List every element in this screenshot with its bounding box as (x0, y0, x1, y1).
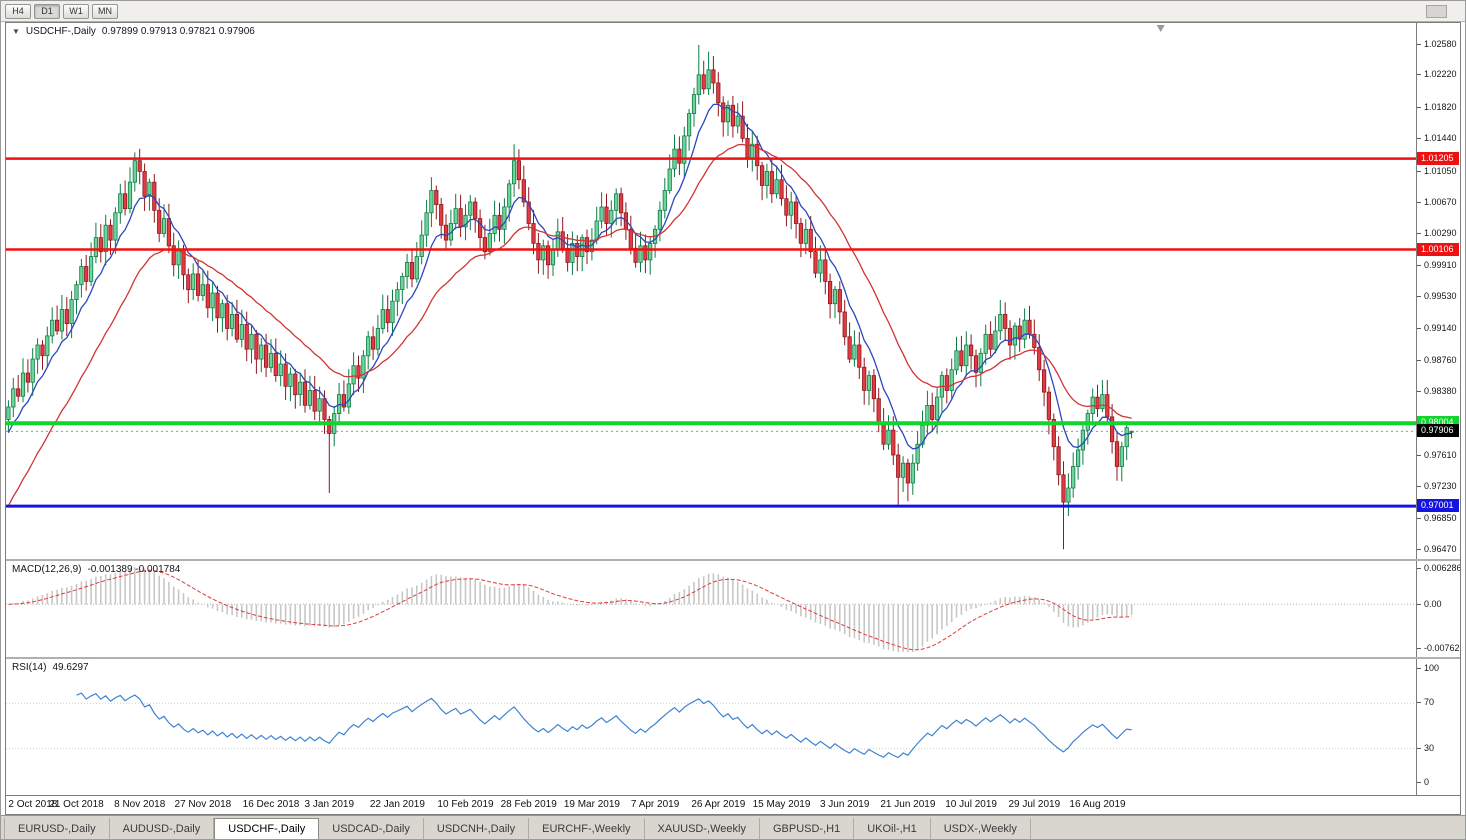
chart-tab-usdcad-daily[interactable]: USDCAD-,Daily (319, 818, 424, 839)
macd-scale[interactable]: 0.006286 0.00 -0.00762 (1416, 561, 1460, 657)
current-price-chip: 0.97906 (1417, 424, 1459, 438)
macd-label: MACD(12,26,9) (12, 564, 82, 575)
rsi-tick: 30 (1417, 743, 1434, 754)
timeframe-button-h4[interactable]: H4 (5, 3, 31, 19)
price-tick: 1.02220 (1417, 69, 1457, 80)
date-label: 8 Nov 2018 (114, 799, 166, 810)
date-label: 3 Jun 2019 (819, 799, 870, 810)
date-axis[interactable]: 2 Oct 2018 21 Oct 2018 8 Nov 2018 27 Nov 20… (6, 795, 1460, 814)
price-tick: 0.97230 (1417, 481, 1457, 492)
date-label: 28 Feb 2019 (500, 799, 557, 810)
macd-tick: 0.006286 (1417, 563, 1460, 574)
macd-tick: 0.00 (1417, 599, 1442, 610)
date-label: 21 Jun 2019 (880, 799, 936, 810)
price-tick: 1.01440 (1417, 133, 1457, 144)
date-label: 21 Oct 2018 (49, 799, 104, 810)
price-tick: 1.01820 (1417, 102, 1457, 113)
price-tick: 0.96470 (1417, 544, 1457, 555)
chart-title: ▼ USDCHF-,Daily 0.97899 0.97913 0.97821 … (12, 26, 255, 37)
rsi-title: RSI(14) 49.6297 (12, 662, 89, 673)
one-click-panel-toggle-icon[interactable]: ▼ (12, 27, 20, 36)
date-label: 10 Feb 2019 (437, 799, 494, 810)
date-label: 19 Mar 2019 (563, 799, 620, 810)
date-label: 15 May 2019 (752, 799, 811, 810)
macd-pane: MACD(12,26,9) -0.001389 -0.001784 0.0062… (6, 561, 1460, 657)
level-price-chip: 0.97001 (1417, 499, 1459, 513)
rsi-value: 49.6297 (52, 662, 89, 673)
date-label: 10 Jul 2019 (945, 799, 997, 810)
ma-fast-line (7, 103, 1132, 450)
timeframe-toolbar: H4 D1 W1 MN (1, 1, 1465, 22)
chart-tab-xauusd-weekly[interactable]: XAUUSD-,Weekly (645, 818, 760, 839)
rsi-tick: 70 (1417, 697, 1434, 708)
price-tick: 0.99910 (1417, 260, 1457, 271)
rsi-chart-svg[interactable] (6, 659, 1416, 795)
price-tick: 1.00670 (1417, 197, 1457, 208)
pane-splitter-rsi[interactable] (6, 657, 1460, 659)
chart-tab-usdchf-daily[interactable]: USDCHF-,Daily (214, 818, 320, 839)
timeframe-button-mn[interactable]: MN (92, 3, 118, 19)
chart-tab-eurchf-weekly[interactable]: EURCHF-,Weekly (529, 818, 645, 839)
macd-values: -0.001389 -0.001784 (87, 564, 181, 575)
level-price-chip: 1.01205 (1417, 151, 1459, 165)
ma-slow-line (7, 143, 1132, 507)
rsi-tick: 0 (1417, 777, 1429, 788)
chart-ohlc-values: 0.97899 0.97913 0.97821 0.97906 (101, 26, 255, 37)
toolbar-end-button[interactable] (1426, 5, 1447, 18)
rsi-tick: 100 (1417, 663, 1439, 674)
macd-tick: -0.00762 (1417, 643, 1460, 654)
price-chart-svg[interactable] (6, 23, 1416, 559)
date-label: 16 Dec 2018 (242, 799, 300, 810)
price-tick: 0.97610 (1417, 450, 1457, 461)
chart-window: ▼ USDCHF-,Daily 0.97899 0.97913 0.97821 … (5, 22, 1461, 815)
timeframe-button-d1[interactable]: D1 (34, 3, 60, 19)
macd-histogram (12, 566, 1133, 652)
chart-tab-gbpusd-h1[interactable]: GBPUSD-,H1 (760, 818, 855, 839)
chart-tab-ukoil-h1[interactable]: UKOil-,H1 (854, 818, 931, 839)
rsi-label: RSI(14) (12, 662, 47, 673)
rsi-scale[interactable]: 100 70 30 0 (1416, 659, 1460, 795)
price-tick: 0.99530 (1417, 291, 1457, 302)
timeframe-button-w1[interactable]: W1 (63, 3, 89, 19)
date-label: 27 Nov 2018 (174, 799, 232, 810)
price-tick: 1.01050 (1417, 166, 1457, 177)
price-pane: ▼ USDCHF-,Daily 0.97899 0.97913 0.97821 … (6, 23, 1460, 559)
macd-signal-line (8, 570, 1132, 651)
candles-layer (6, 45, 1134, 550)
price-tick: 1.00290 (1417, 228, 1457, 239)
date-label: 2 Oct 2018 (8, 799, 58, 810)
chart-tab-usdcnh-daily[interactable]: USDCNH-,Daily (424, 818, 530, 839)
macd-chart-svg[interactable] (6, 561, 1416, 657)
chart-symbol-label: USDCHF-,Daily (25, 26, 96, 37)
pane-splitter-macd[interactable] (6, 559, 1460, 561)
rsi-line (76, 692, 1132, 759)
rsi-pane: RSI(14) 49.6297 100 70 30 0 (6, 659, 1460, 795)
chart-shift-marker (1156, 25, 1165, 32)
date-label: 16 Aug 2019 (1069, 799, 1126, 810)
price-tick: 1.02580 (1417, 39, 1457, 50)
date-label: 29 Jul 2019 (1008, 799, 1061, 810)
macd-title: MACD(12,26,9) -0.001389 -0.001784 (12, 564, 180, 575)
price-tick: 0.98380 (1417, 386, 1457, 397)
price-scale[interactable]: 1.02580 1.02220 1.01820 1.01440 1.01050 1.006… (1416, 23, 1460, 559)
chart-tab-eurusd-daily[interactable]: EURUSD-,Daily (4, 818, 110, 839)
level-price-chip: 1.00106 (1417, 242, 1459, 256)
price-tick: 0.98760 (1417, 355, 1457, 366)
date-label: 22 Jan 2019 (369, 799, 425, 810)
chart-tab-usdx-weekly[interactable]: USDX-,Weekly (931, 818, 1031, 839)
price-tick: 0.99140 (1417, 323, 1457, 334)
date-label: 26 Apr 2019 (691, 799, 746, 810)
date-label: 7 Apr 2019 (630, 799, 680, 810)
chart-tabbar: EURUSD-,Daily AUDUSD-,Daily USDCHF-,Daily U… (1, 815, 1465, 839)
date-label: 3 Jan 2019 (304, 799, 355, 810)
chart-tab-audusd-daily[interactable]: AUDUSD-,Daily (110, 818, 215, 839)
price-tick: 0.96850 (1417, 513, 1457, 524)
